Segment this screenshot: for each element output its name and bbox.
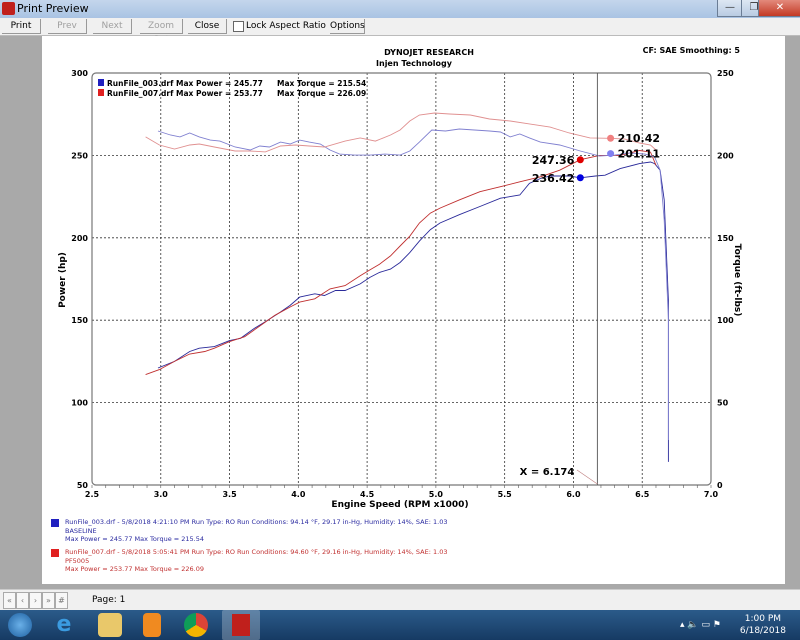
x-tick-label: 3.5 bbox=[222, 490, 237, 499]
y2-tick-label: 200 bbox=[717, 151, 734, 160]
page-indicator: Page: 1 bbox=[92, 595, 126, 605]
series-line-runfile-003-drf-power bbox=[157, 161, 669, 462]
y-tick-label: 50 bbox=[77, 481, 89, 490]
series-line-runfile-007-drf-torque bbox=[145, 112, 657, 153]
x-tick-label: 2.5 bbox=[85, 490, 100, 499]
legend-label-003: RunFile_003.drf Max Power = 245.77 bbox=[107, 79, 263, 88]
report-subtitle: Injen Technology bbox=[376, 59, 453, 68]
run-note-003: RunFile_003.drf - 5/8/2018 4:21:10 PM Ru… bbox=[51, 518, 448, 544]
tray-icons[interactable]: ▴ 🔈 ▭ ⚑ bbox=[680, 620, 721, 630]
marker-point bbox=[576, 156, 584, 164]
y2-tick-label: 100 bbox=[717, 316, 734, 325]
status-bar: « ‹ › » # Page: 1 bbox=[0, 589, 800, 611]
marker-point bbox=[607, 150, 615, 158]
prev-page-button[interactable]: ‹ bbox=[16, 592, 29, 609]
chrome-icon[interactable] bbox=[184, 613, 208, 637]
report-settings: CF: SAE Smoothing: 5 bbox=[643, 46, 741, 55]
y-tick-label: 250 bbox=[71, 151, 88, 160]
dynojet-app-taskbar-button[interactable] bbox=[222, 610, 260, 640]
file-explorer-icon[interactable] bbox=[98, 613, 122, 637]
markers-group: 247.36 236.42 210.42 201.11 bbox=[532, 132, 660, 185]
run-note-line1: RunFile_007.drf - 5/8/2018 5:05:41 PM Ru… bbox=[65, 548, 448, 556]
cursor-label-leader bbox=[576, 469, 598, 485]
marker-label: 210.42 bbox=[618, 132, 660, 145]
legend-label-007: RunFile_007.drf Max Power = 253.77 bbox=[107, 89, 263, 98]
y2-tick-label: 50 bbox=[717, 399, 729, 408]
run-note-007: RunFile_007.drf - 5/8/2018 5:05:41 PM Ru… bbox=[51, 548, 448, 574]
close-window-button[interactable]: ✕ bbox=[758, 0, 800, 17]
x-tick-label: 3.0 bbox=[154, 490, 169, 499]
legend-swatch-007 bbox=[98, 89, 104, 96]
window-title: Print Preview bbox=[17, 2, 89, 15]
y-tick-label: 300 bbox=[71, 69, 88, 78]
dynojet-app-icon bbox=[232, 614, 250, 636]
marker-point bbox=[607, 134, 615, 142]
run-note-line2: PF5005 bbox=[65, 556, 90, 565]
next-button[interactable]: Next bbox=[93, 19, 132, 34]
first-page-button[interactable]: « bbox=[3, 592, 16, 609]
clock-date: 6/18/2018 bbox=[739, 626, 786, 636]
x-tick-label: 6.5 bbox=[635, 490, 650, 499]
print-button[interactable]: Print bbox=[2, 19, 41, 34]
lock-aspect-checkbox[interactable] bbox=[233, 21, 244, 32]
title-bar: Print Preview — ❐ ✕ bbox=[0, 0, 800, 18]
app-icon bbox=[2, 2, 15, 15]
legend-torque-003: Max Torque = 215.54 bbox=[277, 79, 366, 88]
marker-label: 247.36 bbox=[532, 154, 575, 167]
y2-tick-label: 0 bbox=[717, 481, 723, 490]
x-tick-label: 4.0 bbox=[291, 490, 306, 499]
legend-torque-007: Max Torque = 226.09 bbox=[277, 89, 366, 98]
plot-frame bbox=[91, 72, 712, 486]
lock-aspect-label[interactable]: Lock Aspect Ratio bbox=[246, 21, 326, 31]
next-page-button[interactable]: › bbox=[29, 592, 42, 609]
run-swatch-003 bbox=[51, 519, 59, 527]
y-tick-label: 150 bbox=[71, 316, 88, 325]
start-orb-icon[interactable] bbox=[8, 613, 32, 637]
x-tick-label: 7.0 bbox=[704, 490, 719, 499]
legend-swatch-003 bbox=[98, 79, 104, 86]
axis-ticks: 2.5 3.0 3.5 4.0 4.5 5.0 5.5 6.0 6.5 7.0 300 250 200 1… bbox=[71, 69, 734, 499]
last-page-button[interactable]: » bbox=[42, 592, 55, 609]
series-line-runfile-007-drf-power bbox=[145, 150, 657, 376]
print-page bbox=[42, 36, 785, 584]
clock[interactable]: 1:00 PM 6/18/2018 bbox=[740, 613, 786, 637]
marker-point bbox=[576, 174, 584, 182]
run-note-line2: BASELINE bbox=[65, 526, 97, 535]
x-tick-label: 6.0 bbox=[566, 490, 581, 499]
clock-time: 1:00 PM bbox=[744, 614, 782, 624]
close-button[interactable]: Close bbox=[188, 19, 227, 34]
series-group bbox=[145, 73, 669, 485]
x-tick-label: 4.5 bbox=[360, 490, 375, 499]
taskbar: e ▴ 🔈 ▭ ⚑ 1:00 PM 6/18/2018 bbox=[0, 610, 800, 640]
x-tick-label: 5.0 bbox=[429, 490, 444, 499]
marker-label: 236.42 bbox=[532, 172, 574, 185]
run-note-line1: RunFile_003.drf - 5/8/2018 4:21:10 PM Ru… bbox=[65, 518, 448, 526]
report-title: DYNOJET RESEARCH bbox=[384, 48, 474, 57]
run-note-line3: Max Power = 245.77 Max Torque = 215.54 bbox=[65, 535, 205, 543]
series-line-runfile-003-drf-torque bbox=[157, 128, 669, 440]
internet-explorer-icon[interactable]: e bbox=[56, 612, 72, 637]
y2-tick-label: 150 bbox=[717, 234, 734, 243]
y-tick-label: 100 bbox=[71, 399, 88, 408]
prev-button[interactable]: Prev bbox=[48, 19, 87, 34]
legend: RunFile_003.drf Max Power = 245.77 Max T… bbox=[98, 79, 366, 98]
run-note-line3: Max Power = 253.77 Max Torque = 226.09 bbox=[65, 565, 205, 573]
y-axis-label: Power (hp) bbox=[58, 252, 68, 308]
options-button[interactable]: Options bbox=[330, 19, 365, 34]
x-tick-label: 5.5 bbox=[498, 490, 513, 499]
run-swatch-007 bbox=[51, 549, 59, 557]
y2-axis-label: Torque (ft-lbs) bbox=[732, 244, 742, 317]
y2-tick-label: 250 bbox=[717, 69, 734, 78]
cursor-label: X = 6.174 bbox=[520, 467, 575, 478]
goto-page-button[interactable]: # bbox=[55, 592, 68, 609]
marker-label: 201.11 bbox=[618, 148, 660, 161]
toolbar: Print Prev Next Zoom Out Close Lock Aspe… bbox=[0, 18, 800, 45]
x-axis-label: Engine Speed (RPM x1000) bbox=[331, 500, 468, 510]
y-tick-label: 200 bbox=[71, 234, 88, 243]
media-player-icon[interactable] bbox=[143, 613, 161, 637]
